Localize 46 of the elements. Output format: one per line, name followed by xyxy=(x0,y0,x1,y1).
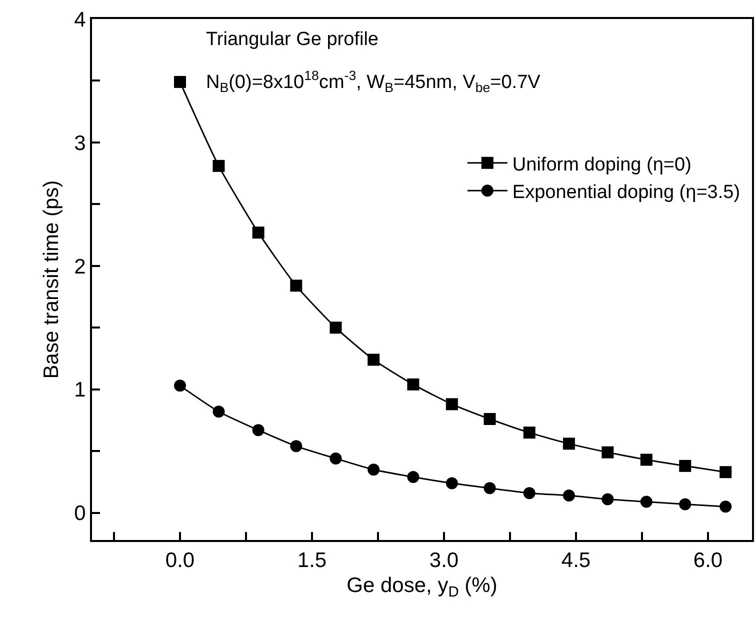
point xyxy=(720,466,732,478)
point xyxy=(407,471,420,484)
x-axis-title: Ge dose, y$_{D}$ (%) xyxy=(346,574,498,600)
y-tick-label: 2 xyxy=(74,255,86,278)
point xyxy=(602,493,614,506)
point xyxy=(640,454,652,466)
point xyxy=(368,354,380,366)
point xyxy=(212,160,225,172)
point xyxy=(679,460,692,472)
annotation: Triangular Ge profile xyxy=(206,29,378,50)
point xyxy=(212,406,225,418)
point xyxy=(290,440,302,452)
point xyxy=(446,398,458,410)
point xyxy=(562,490,575,502)
x-tick-label: 6.0 xyxy=(693,549,723,572)
point xyxy=(290,280,302,292)
point xyxy=(330,452,342,465)
point xyxy=(174,76,186,88)
x-tick-label: 3.0 xyxy=(429,549,459,572)
y-axis-title: Base transit time (ps) xyxy=(40,180,63,379)
point xyxy=(562,438,575,450)
point xyxy=(252,226,264,239)
point xyxy=(446,477,458,490)
point xyxy=(484,482,496,494)
y-tick-label: 0 xyxy=(74,502,86,526)
x-tick-label: 1.5 xyxy=(297,549,327,572)
text: N$_{B}$(0)=8x10$^{18}$cm$^{-3}$, W$_{B}$=45nm, V$_{be}$=0.7V xyxy=(206,68,540,95)
x-tick-label: 0.0 xyxy=(165,549,195,572)
point xyxy=(252,424,264,436)
point xyxy=(720,500,732,513)
y-tick-label: 4 xyxy=(74,8,86,32)
legend-label: Exponential doping (η=3.5) xyxy=(512,182,740,203)
point xyxy=(407,378,420,390)
point xyxy=(640,496,652,508)
point xyxy=(523,487,536,500)
point xyxy=(523,426,536,439)
point xyxy=(679,498,692,510)
point xyxy=(174,380,186,392)
y-tick-label: 3 xyxy=(74,132,86,155)
point xyxy=(368,464,380,476)
legend-label: Uniform doping (η=0) xyxy=(512,154,692,176)
point xyxy=(602,446,614,458)
y-tick-label: 1 xyxy=(74,378,86,402)
point xyxy=(330,322,342,334)
point xyxy=(484,413,496,426)
x-tick-label: 4.5 xyxy=(561,549,591,572)
